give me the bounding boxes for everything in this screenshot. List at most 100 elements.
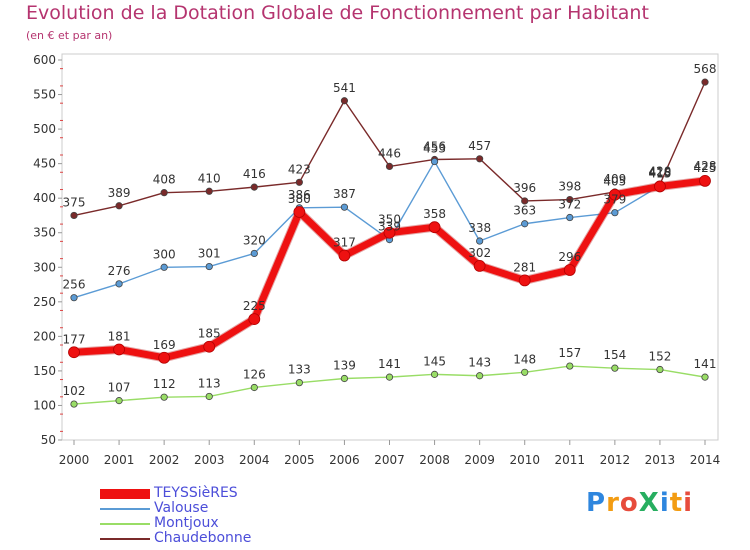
- y-tick-label: 500: [33, 122, 56, 136]
- data-label: 133: [288, 363, 311, 377]
- data-label: 453: [423, 142, 446, 156]
- data-point: [430, 370, 439, 378]
- series-line: [73, 177, 706, 362]
- x-tick-label: 2006: [329, 453, 360, 467]
- legend-swatch: [100, 522, 150, 525]
- y-tick-label: 300: [33, 260, 56, 274]
- legend-swatch: [100, 507, 150, 510]
- x-tick-label: 2009: [464, 453, 495, 467]
- data-label: 415: [648, 166, 671, 180]
- data-point: [566, 195, 574, 204]
- data-label: 405: [603, 175, 626, 189]
- logo-letter: r: [606, 488, 620, 518]
- x-tick-label: 2012: [600, 453, 631, 467]
- y-tick-label: 150: [33, 364, 56, 378]
- data-point: [476, 372, 484, 380]
- data-label: 423: [288, 162, 311, 176]
- data-point: [113, 343, 125, 356]
- data-point: [473, 259, 486, 272]
- data-label: 225: [243, 299, 266, 313]
- proxiti-logo: ProXiti: [586, 488, 693, 518]
- y-tick-label: 550: [33, 88, 56, 102]
- y-tick-label: 200: [33, 329, 56, 343]
- data-label: 457: [468, 139, 491, 153]
- data-label: 396: [513, 181, 536, 195]
- data-label: 339: [378, 220, 401, 234]
- data-label: 139: [333, 359, 356, 373]
- data-label: 456: [423, 139, 446, 153]
- data-point: [205, 392, 213, 401]
- legend-swatch: [100, 537, 150, 540]
- data-point: [563, 264, 576, 276]
- data-point: [250, 249, 258, 258]
- data-label: 320: [243, 233, 266, 247]
- data-point: [654, 180, 666, 193]
- data-point: [428, 221, 441, 234]
- data-label: 181: [108, 329, 131, 343]
- x-tick-label: 2014: [690, 453, 721, 467]
- data-point: [476, 237, 484, 245]
- data-point: [293, 206, 306, 218]
- data-point: [70, 294, 78, 302]
- data-label: 541: [333, 81, 356, 95]
- data-point: [566, 213, 574, 222]
- data-label: 126: [243, 367, 266, 381]
- data-label: 372: [558, 198, 581, 212]
- data-label: 425: [694, 161, 717, 175]
- data-label: 185: [198, 327, 221, 341]
- x-tick-label: 2003: [194, 453, 225, 467]
- data-label: 148: [513, 352, 536, 366]
- legend-item: Chaudebonne: [100, 531, 251, 546]
- data-point: [566, 362, 574, 370]
- data-label: 169: [153, 338, 176, 352]
- data-label: 317: [333, 236, 356, 250]
- data-point: [699, 175, 711, 187]
- data-label: 358: [423, 207, 446, 221]
- data-label: 113: [198, 376, 221, 390]
- data-label: 350: [378, 213, 401, 227]
- legend-item: TEYSSièRES: [100, 486, 251, 501]
- data-label: 387: [333, 187, 356, 201]
- data-point: [476, 155, 484, 163]
- data-label: 107: [108, 381, 131, 395]
- logo-letter: o: [619, 488, 639, 518]
- data-point: [521, 220, 529, 228]
- data-point: [608, 188, 621, 201]
- data-point: [70, 211, 78, 220]
- data-label: 416: [243, 167, 266, 181]
- data-label: 141: [378, 357, 401, 371]
- x-tick-label: 2013: [645, 453, 676, 467]
- logo-letter: X: [638, 488, 660, 518]
- data-point: [248, 313, 261, 325]
- data-point: [340, 97, 349, 105]
- legend: TEYSSièRES Valouse Montjoux Chaudebonne: [100, 486, 251, 546]
- data-point: [160, 263, 168, 271]
- data-label: 102: [63, 384, 86, 398]
- data-label: 276: [108, 264, 131, 278]
- data-point: [521, 197, 529, 205]
- data-label: 152: [648, 350, 671, 364]
- data-point: [203, 340, 216, 353]
- data-label: 398: [558, 180, 581, 194]
- chart-subtitle: (en € et par an): [26, 29, 113, 42]
- data-point: [295, 379, 303, 387]
- data-label: 363: [513, 204, 536, 218]
- x-tick-label: 2001: [104, 453, 135, 467]
- data-label: 300: [153, 247, 176, 261]
- data-point: [430, 157, 439, 166]
- data-point: [250, 383, 258, 392]
- legend-label: Montjoux: [154, 515, 219, 531]
- data-point: [70, 400, 78, 408]
- data-label: 301: [198, 247, 221, 261]
- legend-swatch: [100, 488, 150, 499]
- data-label: 409: [603, 172, 626, 186]
- data-label: 408: [153, 173, 176, 187]
- x-tick-label: 2000: [59, 453, 90, 467]
- y-tick-label: 100: [33, 398, 56, 412]
- data-label: 428: [694, 159, 717, 173]
- x-tick-label: 2002: [149, 453, 180, 467]
- data-label: 375: [63, 195, 86, 209]
- legend-item: Montjoux: [100, 516, 251, 531]
